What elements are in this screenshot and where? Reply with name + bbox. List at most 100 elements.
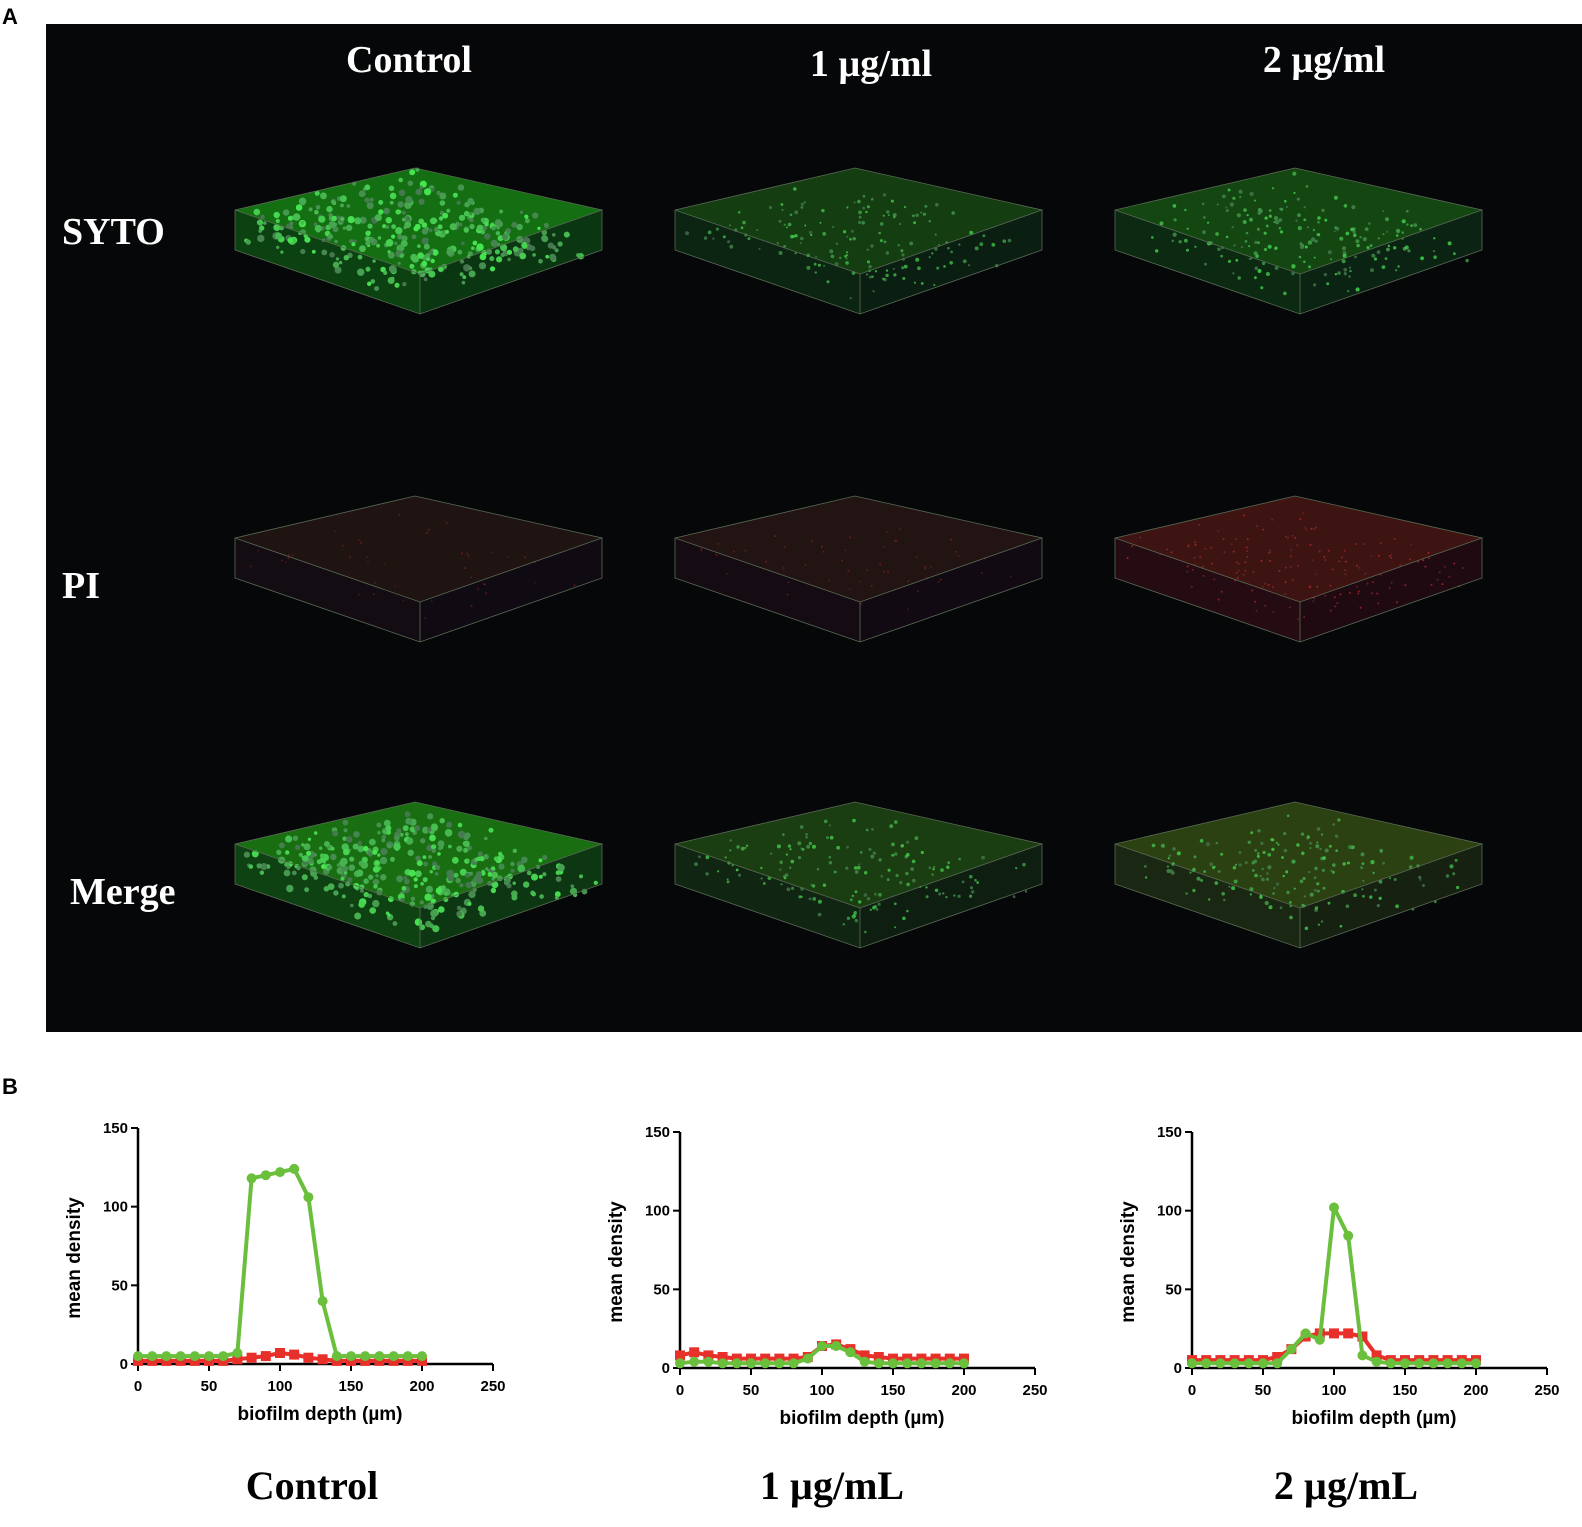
cell-speck [463,847,469,853]
cell-speck [1330,869,1333,872]
cell-speck [878,892,882,897]
cell-speck [1274,246,1278,250]
cell-speck [1217,870,1220,873]
cell-speck [1393,878,1397,881]
cell-speck [740,846,745,851]
cell-speck [430,187,435,192]
cell-speck [1235,538,1238,541]
cell-speck [969,894,973,898]
cell-speck [1404,584,1407,587]
cell-speck [320,192,327,200]
cell-speck [829,249,834,254]
cell-speck [1207,221,1210,224]
cell-speck [354,217,362,225]
cell-speck [1184,238,1188,243]
cell-speck [1362,237,1367,242]
cell-speck [420,882,424,886]
cell-speck [396,875,403,883]
cell-speck [542,872,547,877]
cell-speck [468,890,476,899]
bounding-box-edge [234,801,604,949]
cell-speck [1293,887,1296,890]
cell-speck [1275,882,1280,886]
cell-speck [1277,843,1280,846]
cell-speck [1233,244,1236,247]
cell-speck [1262,528,1265,531]
cell-speck [700,547,703,550]
cell-speck [363,878,369,884]
cell-speck [402,282,407,287]
data-point-square [1357,1331,1368,1342]
cell-speck [1268,559,1271,562]
cell-speck [1284,199,1287,203]
cell-speck [1334,605,1337,608]
cell-speck [1339,593,1342,596]
cell-speck [425,532,428,534]
cell-speck [786,593,789,596]
cell-speck [784,873,789,877]
cell-speck [1465,258,1469,263]
cell-speck [1324,218,1328,222]
cell-speck [780,883,783,886]
data-point-circle [873,1358,884,1369]
cell-speck [1359,606,1362,609]
cell-speck [444,829,453,837]
cell-speck [494,249,500,255]
cell-speck [298,852,303,857]
cell-speck [333,222,338,227]
cell-speck [1335,226,1340,231]
cell-speck [340,865,349,873]
cell-speck [776,844,781,849]
cell-speck [947,861,951,865]
cell-speck [394,835,400,841]
cell-speck [1159,221,1164,226]
cell-speck [456,200,461,205]
cell-speck [770,852,773,855]
cell-speck [1396,601,1399,604]
column-header-1ugml: 1 µg/ml [809,43,933,85]
cell-speck [429,870,433,874]
cell-speck [343,828,348,833]
cell-speck [415,188,422,196]
cell-speck [364,184,371,191]
cell-speck [1261,261,1266,266]
cell-speck [372,593,375,596]
cell-speck [1344,569,1346,571]
cell-speck [260,214,265,220]
cell-speck [358,860,364,866]
cell-speck [387,913,391,917]
cell-speck [1167,857,1170,860]
cell-speck [1395,234,1399,237]
cell-speck [846,845,849,849]
bounding-box-edge [674,801,1044,949]
cell-speck [1222,538,1225,541]
cell-speck [737,211,741,214]
cell-speck [377,831,381,835]
x-tick-label: 100 [1321,1382,1346,1399]
cell-speck [901,266,905,270]
cell-speck [500,244,508,252]
cell-speck [783,223,786,226]
cell-speck [405,832,409,836]
cell-speck [301,843,305,847]
data-point-circle [1329,1202,1339,1213]
cell-speck [1328,549,1330,552]
cell-speck [1304,926,1309,931]
cell-speck [915,213,919,217]
cell-speck [1214,881,1219,885]
cell-speck [490,866,496,871]
cell-speck [891,853,895,857]
cell-speck [1380,542,1383,545]
cell-speck [1331,568,1334,571]
biofilm-surface [675,496,1042,602]
cell-speck [756,229,759,232]
cell-speck [1260,286,1264,290]
cell-speck [1408,865,1413,869]
cell-speck [316,859,322,865]
cell-speck [1308,265,1312,269]
cell-speck [1232,196,1236,200]
cell-speck [369,838,376,846]
cell-speck [358,539,361,542]
cell-speck [969,874,973,879]
cell-speck [279,225,284,231]
